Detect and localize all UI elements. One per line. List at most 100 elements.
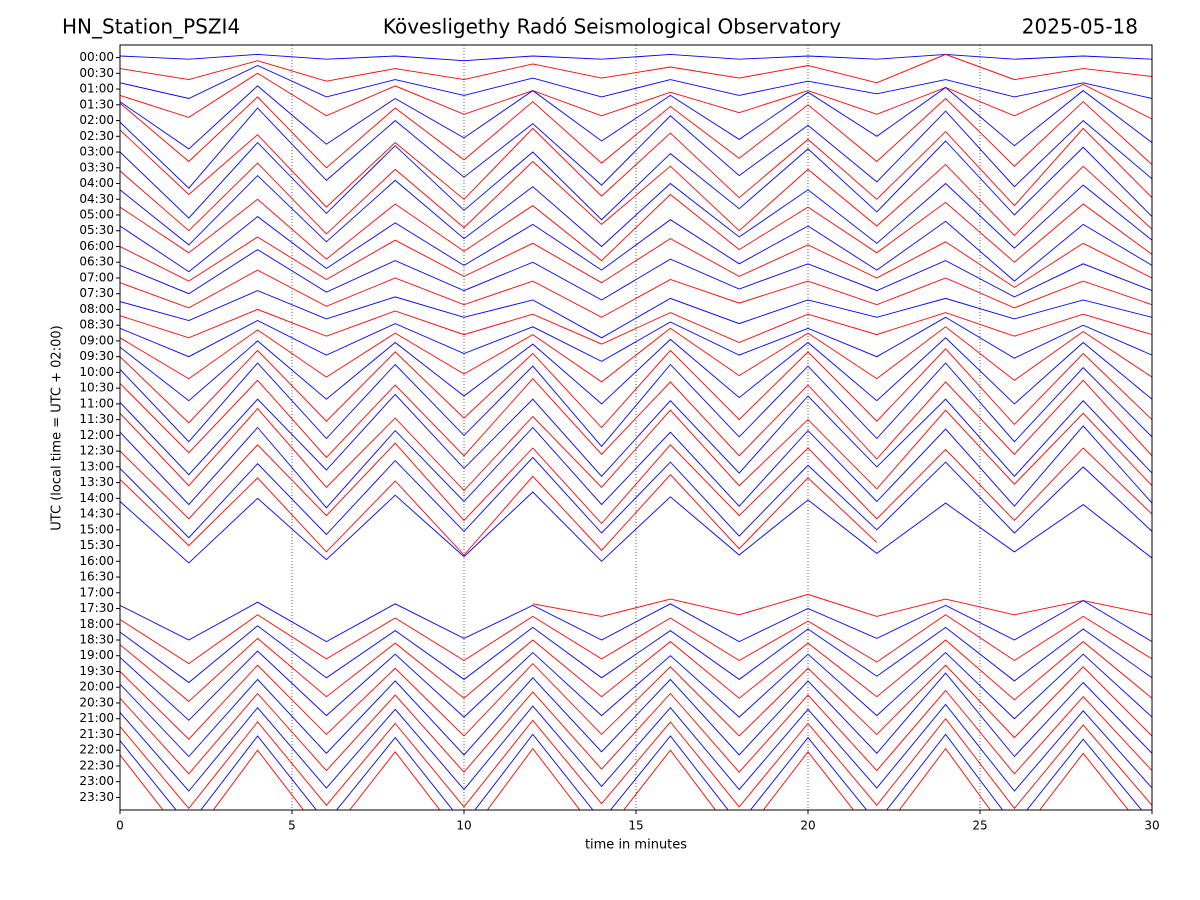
y-tick-label: 10:00 bbox=[79, 365, 114, 379]
y-tick-label: 18:00 bbox=[79, 617, 114, 631]
y-tick-label: 02:30 bbox=[79, 129, 114, 143]
traces bbox=[120, 53, 1152, 810]
trace bbox=[120, 96, 1152, 169]
y-tick-label: 09:30 bbox=[79, 349, 114, 363]
y-tick-label: 06:00 bbox=[79, 239, 114, 253]
trace bbox=[120, 378, 1152, 460]
trace bbox=[120, 269, 1152, 318]
trace bbox=[120, 290, 1152, 339]
y-tick-label: 12:00 bbox=[79, 428, 114, 442]
y-tick-label: 16:30 bbox=[79, 570, 114, 584]
y-tick-label: 15:00 bbox=[79, 522, 114, 536]
trace bbox=[120, 65, 1152, 99]
trace bbox=[120, 249, 1152, 301]
y-tick-label: 09:00 bbox=[79, 333, 114, 347]
y-tick-label: 15:30 bbox=[79, 538, 114, 552]
trace bbox=[120, 717, 1152, 810]
trace bbox=[120, 442, 1152, 525]
x-tick-label: 25 bbox=[972, 819, 987, 833]
trace bbox=[532, 593, 1152, 617]
y-tick-label: 00:30 bbox=[79, 66, 114, 80]
trace bbox=[120, 650, 1152, 721]
x-tick-label: 10 bbox=[456, 819, 471, 833]
y-tick-label: 14:30 bbox=[79, 507, 114, 521]
y-tick-label: 08:00 bbox=[79, 302, 114, 316]
trace bbox=[120, 747, 1129, 810]
station-title: HN_Station_PSZI4 bbox=[62, 15, 240, 39]
x-tick-label: 15 bbox=[628, 819, 643, 833]
y-tick-label: 01:30 bbox=[79, 97, 114, 111]
y-tick-label: 20:00 bbox=[79, 680, 114, 694]
y-tick-label: 11:30 bbox=[79, 412, 114, 426]
trace bbox=[120, 491, 1152, 564]
y-tick-label: 22:00 bbox=[79, 743, 114, 757]
trace bbox=[120, 393, 1152, 477]
trace bbox=[120, 600, 1152, 643]
trace bbox=[120, 236, 1152, 288]
x-tick-label: 5 bbox=[288, 819, 296, 833]
y-tick-label: 23:00 bbox=[79, 774, 114, 788]
trace bbox=[120, 127, 1152, 208]
y-tick-label: 08:30 bbox=[79, 318, 114, 332]
trace bbox=[120, 337, 1152, 405]
trace bbox=[120, 362, 1152, 448]
trace bbox=[120, 474, 878, 556]
y-tick-label: 04:00 bbox=[79, 176, 114, 190]
y-tick-label: 01:00 bbox=[79, 82, 114, 96]
y-tick-label: 03:30 bbox=[79, 160, 114, 174]
y-axis-label: UTC (local time = UTC + 02:00) bbox=[50, 325, 65, 530]
trace bbox=[120, 689, 1152, 775]
y-tick-label: 12:30 bbox=[79, 444, 114, 458]
y-tick-label: 07:30 bbox=[79, 286, 114, 300]
y-tick-label: 21:30 bbox=[79, 727, 114, 741]
y-tick-label: 02:00 bbox=[79, 113, 114, 127]
y-tick-label: 10:30 bbox=[79, 381, 114, 395]
x-axis-label: time in minutes bbox=[585, 838, 687, 853]
trace bbox=[120, 216, 1152, 282]
trace bbox=[120, 193, 1152, 263]
trace bbox=[120, 140, 1152, 221]
trace bbox=[120, 425, 1152, 509]
y-tick-label: 23:30 bbox=[79, 790, 114, 804]
y-tick-label: 14:00 bbox=[79, 491, 114, 505]
trace bbox=[120, 703, 1152, 792]
trace bbox=[120, 614, 1152, 665]
trace bbox=[120, 174, 1152, 249]
x-tick-label: 0 bbox=[116, 819, 124, 833]
trace bbox=[120, 53, 1152, 62]
y-tick-label: 06:30 bbox=[79, 255, 114, 269]
trace bbox=[120, 160, 1152, 237]
y-tick-label: 19:30 bbox=[79, 664, 114, 678]
x-tick-label: 20 bbox=[800, 819, 815, 833]
trace bbox=[120, 316, 1152, 362]
x-tick-label: 30 bbox=[1144, 819, 1159, 833]
y-tick-label: 13:30 bbox=[79, 475, 114, 489]
trace bbox=[120, 308, 1152, 345]
trace bbox=[120, 326, 1152, 383]
trace bbox=[120, 53, 1152, 84]
y-tick-label: 21:00 bbox=[79, 711, 114, 725]
date-title: 2025-05-18 bbox=[1022, 15, 1138, 39]
y-tick-label: 11:00 bbox=[79, 396, 114, 410]
y-tick-label: 07:00 bbox=[79, 270, 114, 284]
trace bbox=[120, 733, 1143, 810]
y-tick-label: 05:00 bbox=[79, 208, 114, 222]
trace bbox=[120, 662, 1152, 740]
y-tick-label: 22:30 bbox=[79, 758, 114, 772]
trace bbox=[120, 625, 1152, 684]
trace bbox=[120, 456, 1152, 539]
y-tick-label: 05:30 bbox=[79, 223, 114, 237]
y-tick-label: 00:00 bbox=[79, 50, 114, 64]
trace bbox=[120, 672, 1152, 758]
y-tick-label: 17:00 bbox=[79, 585, 114, 599]
trace bbox=[120, 348, 1152, 429]
y-tick-label: 20:30 bbox=[79, 695, 114, 709]
trace bbox=[120, 407, 1152, 492]
trace bbox=[120, 637, 1152, 702]
y-tick-label: 19:00 bbox=[79, 648, 114, 662]
trace bbox=[120, 72, 1152, 120]
y-tick-label: 13:00 bbox=[79, 459, 114, 473]
